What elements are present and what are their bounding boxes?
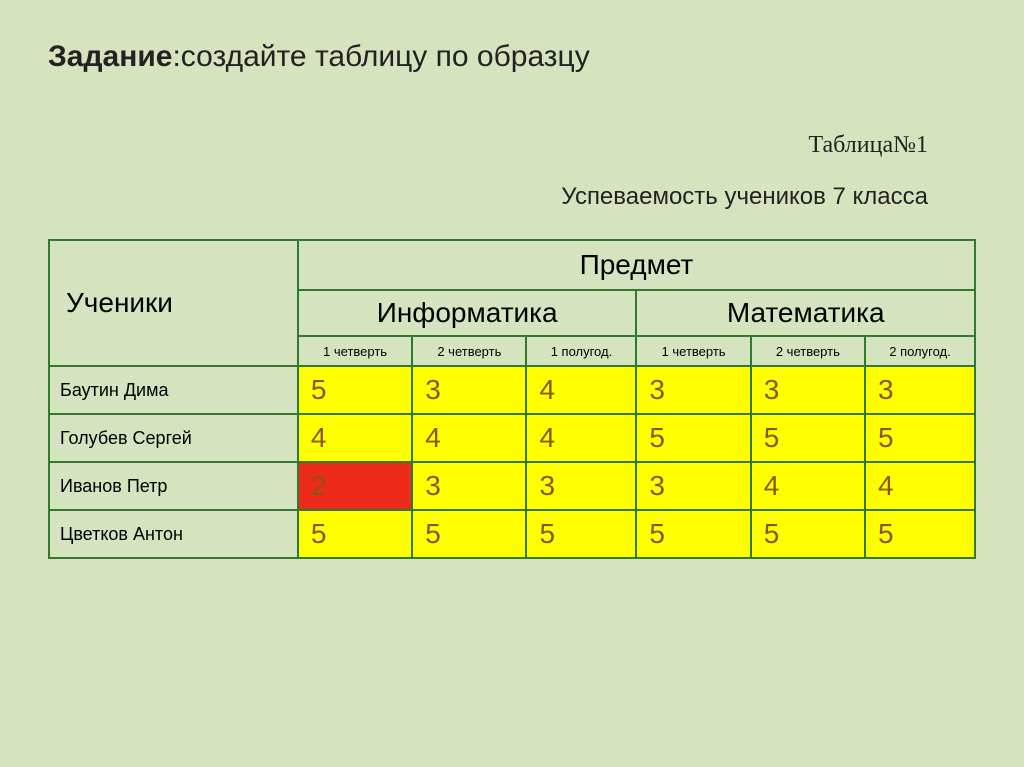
- grade-cell: 2: [298, 462, 412, 510]
- grade-cell: 4: [751, 462, 865, 510]
- header-informatics: Информатика: [298, 290, 637, 336]
- grade-cell: 5: [298, 510, 412, 558]
- table-row: Иванов Петр233344: [49, 462, 975, 510]
- header-period: 2 полугод.: [865, 336, 975, 366]
- title-bold: Задание: [48, 40, 172, 73]
- header-students: Ученики: [49, 240, 298, 366]
- table-row: Голубев Сергей444555: [49, 414, 975, 462]
- page-title: Задание:создайте таблицу по образцу: [48, 40, 976, 74]
- grade-cell: 4: [865, 462, 975, 510]
- grade-cell: 5: [636, 510, 750, 558]
- grade-cell: 4: [526, 414, 636, 462]
- grade-cell: 5: [751, 510, 865, 558]
- grade-cell: 5: [526, 510, 636, 558]
- grade-cell: 5: [636, 414, 750, 462]
- grade-cell: 4: [298, 414, 412, 462]
- grade-cell: 5: [865, 510, 975, 558]
- table-row: Баутин Дима534333: [49, 366, 975, 414]
- header-period: 1 полугод.: [526, 336, 636, 366]
- grade-cell: 3: [412, 366, 526, 414]
- grade-cell: 4: [412, 414, 526, 462]
- grade-cell: 3: [636, 366, 750, 414]
- grade-cell: 3: [412, 462, 526, 510]
- student-name: Баутин Дима: [49, 366, 298, 414]
- table-number: Таблица№1: [48, 132, 976, 159]
- header-subject: Предмет: [298, 240, 975, 290]
- header-mathematics: Математика: [636, 290, 975, 336]
- header-period: 1 четверть: [298, 336, 412, 366]
- header-period: 1 четверть: [636, 336, 750, 366]
- grade-cell: 4: [526, 366, 636, 414]
- student-name: Цветков Антон: [49, 510, 298, 558]
- grades-table: Ученики Предмет Информатика Математика 1…: [48, 239, 976, 559]
- grade-cell: 3: [636, 462, 750, 510]
- student-name: Голубев Сергей: [49, 414, 298, 462]
- table-row: Цветков Антон555555: [49, 510, 975, 558]
- grade-cell: 5: [298, 366, 412, 414]
- table-subtitle: Успеваемость учеников 7 класса: [48, 183, 976, 211]
- grade-cell: 5: [865, 414, 975, 462]
- grade-cell: 5: [412, 510, 526, 558]
- header-period: 2 четверть: [751, 336, 865, 366]
- title-rest: :создайте таблицу по образцу: [172, 40, 589, 73]
- grade-cell: 3: [865, 366, 975, 414]
- grade-cell: 3: [526, 462, 636, 510]
- header-period: 2 четверть: [412, 336, 526, 366]
- grade-cell: 3: [751, 366, 865, 414]
- student-name: Иванов Петр: [49, 462, 298, 510]
- grade-cell: 5: [751, 414, 865, 462]
